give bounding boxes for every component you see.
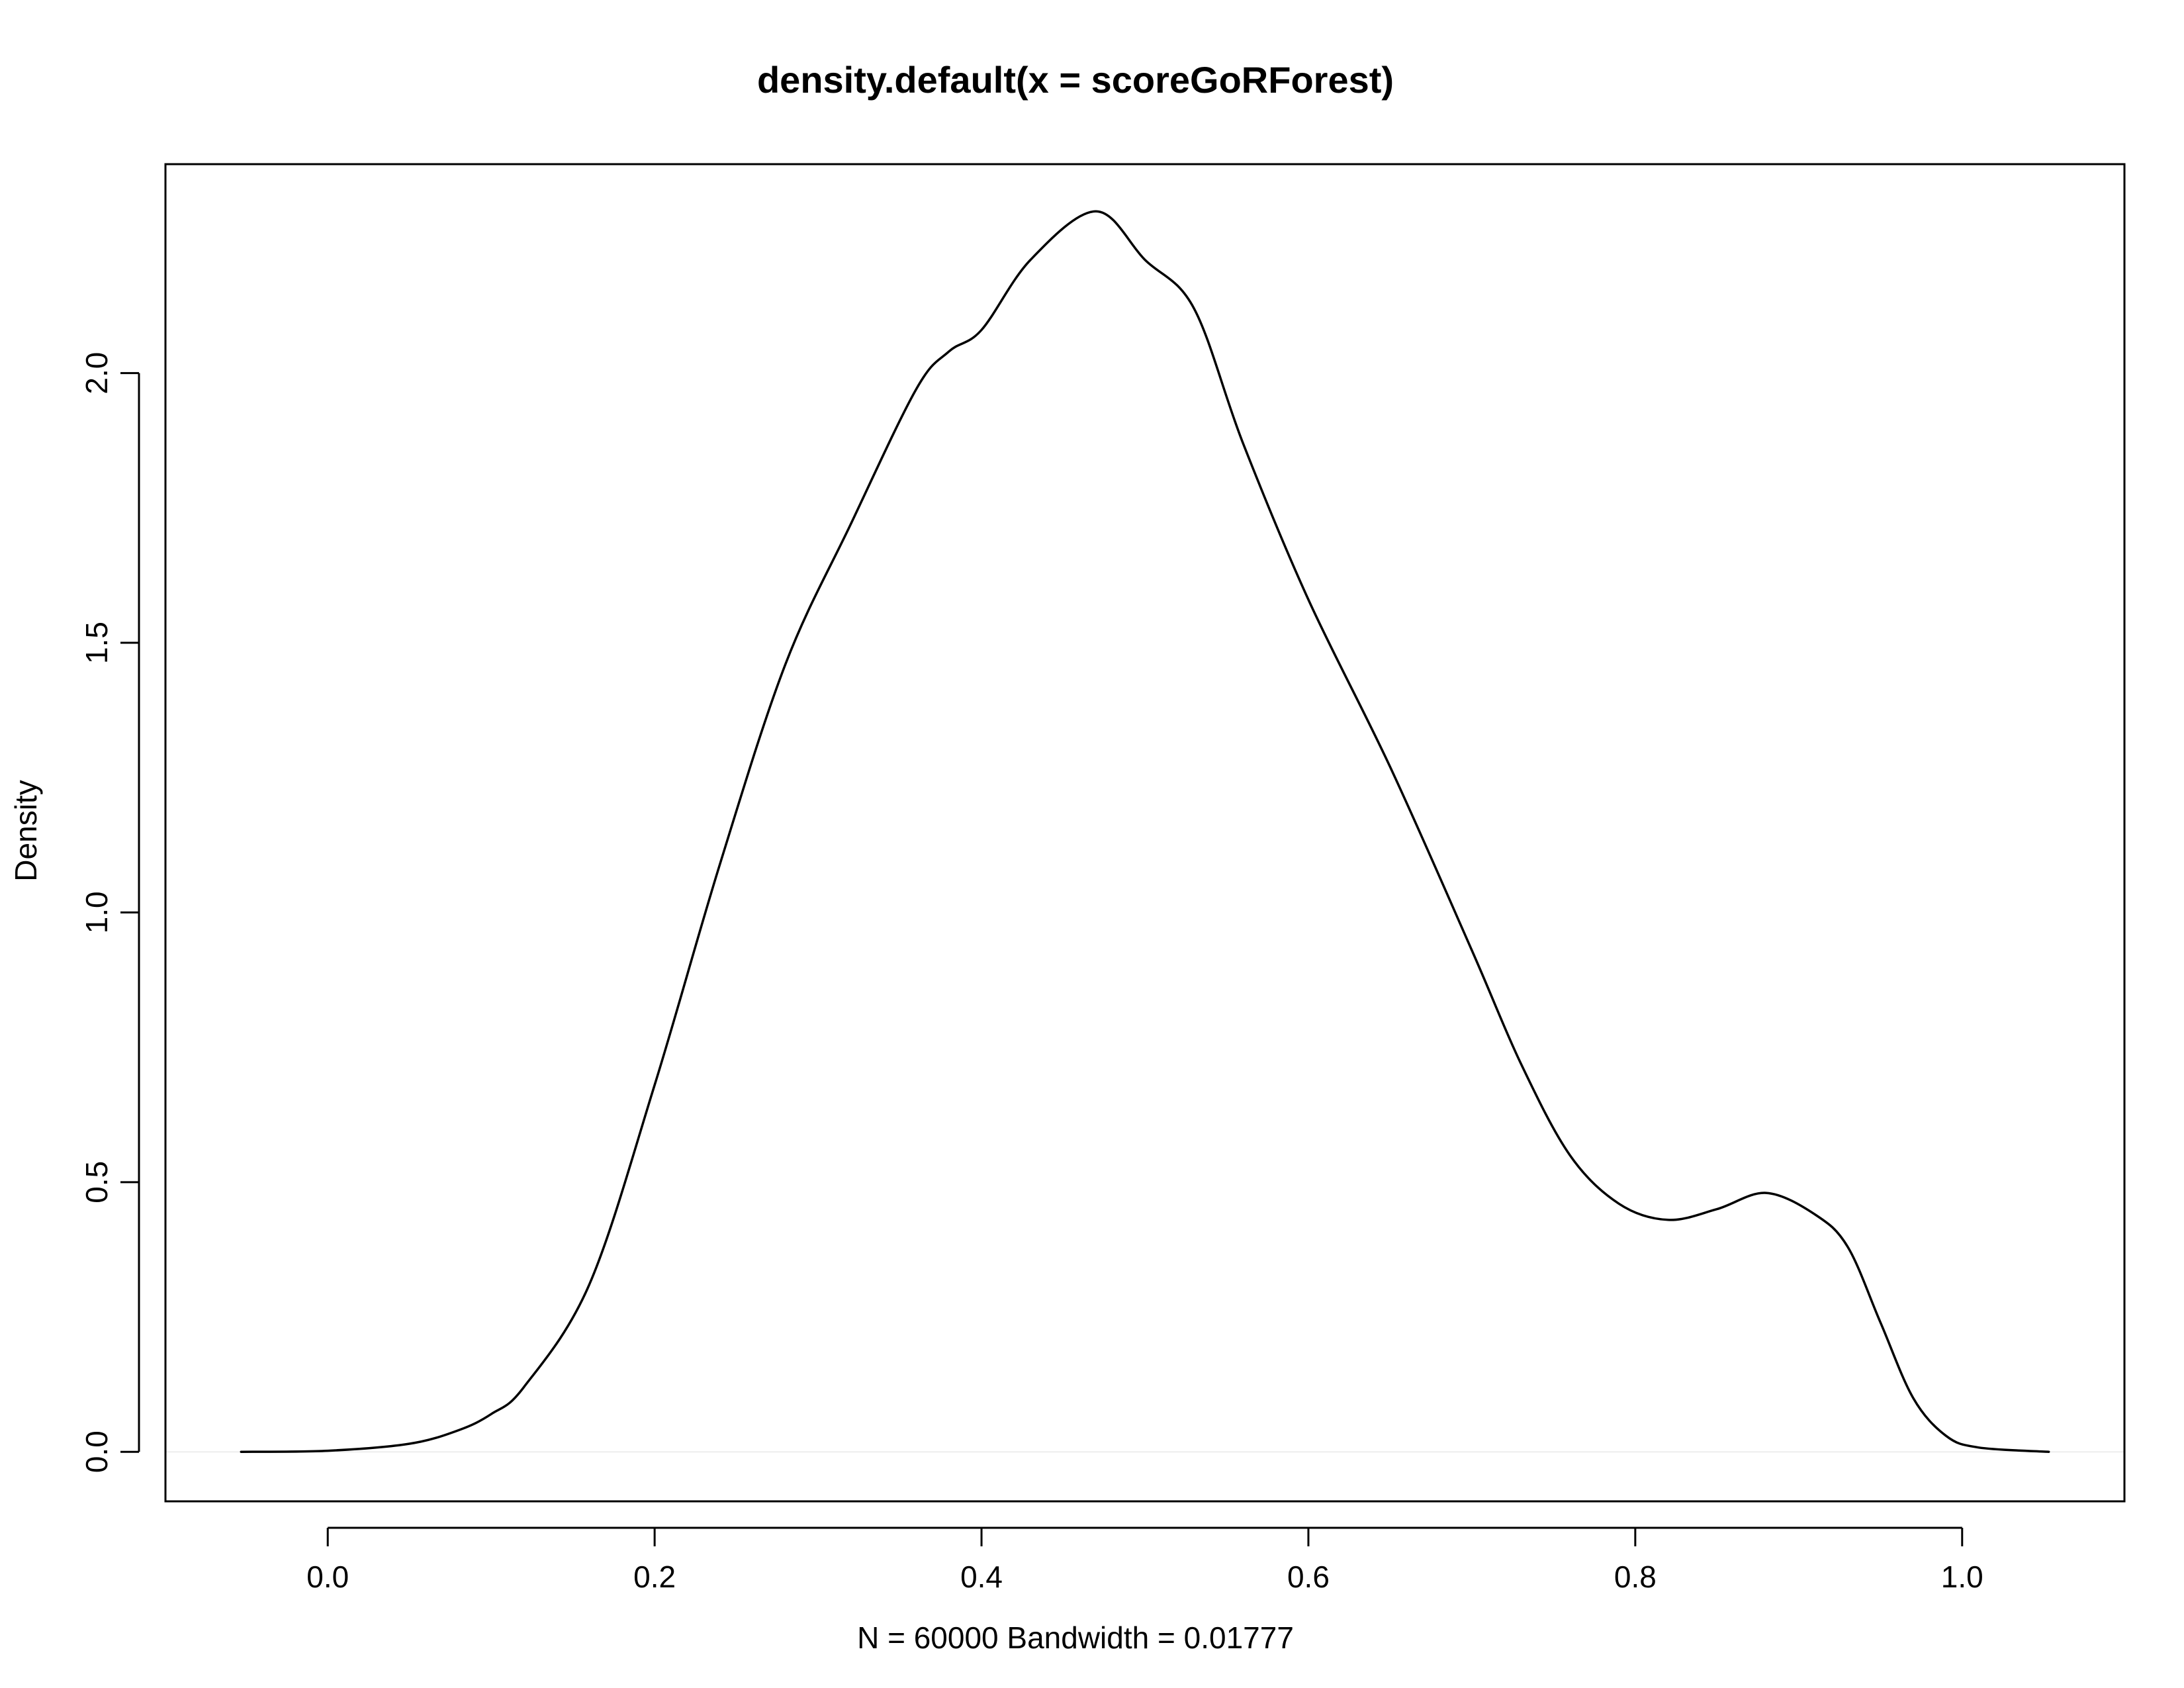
chart-title: density.default(x = scoreGoRForest) [757,59,1394,101]
y-tick-label: 2.0 [79,352,114,395]
x-axis: 0.0 0.2 0.4 0.6 0.8 1.0 [306,1526,1983,1594]
plot-frame [164,163,2126,1503]
x-tick-label: 0.2 [633,1560,676,1594]
y-tick-label: 1.5 [79,622,114,664]
x-tick-label: 0.4 [960,1560,1003,1594]
x-tick-label: 0.6 [1287,1560,1330,1594]
y-tick-label: 1.0 [79,891,114,933]
y-axis-label: Density [9,780,43,881]
y-tick-label: 0.0 [79,1430,114,1473]
y-axis: 0.0 0.5 1.0 1.5 2.0 [79,352,140,1473]
x-tick-label: 1.0 [1941,1560,1983,1594]
x-axis-label: N = 60000 Bandwidth = 0.01777 [857,1620,1294,1655]
x-tick-label: 0.8 [1614,1560,1657,1594]
x-tick-label: 0.0 [306,1560,349,1594]
y-tick-label: 0.5 [79,1161,114,1203]
density-curve [240,210,2050,1453]
